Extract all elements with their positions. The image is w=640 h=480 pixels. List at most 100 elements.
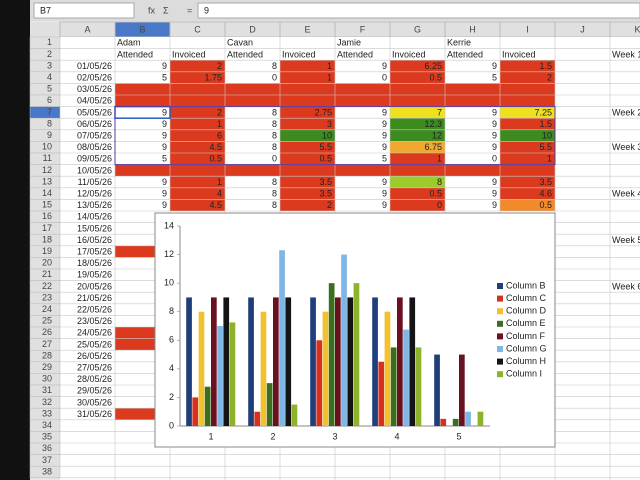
cell-text[interactable]: 12.3 [424, 119, 442, 129]
cell-text[interactable]: 9 [492, 61, 497, 71]
cell-text[interactable]: 4.5 [209, 142, 222, 152]
cell-text[interactable]: 12 [432, 130, 442, 140]
cell-text[interactable]: 9 [492, 130, 497, 140]
cell-text[interactable]: Invoiced [392, 49, 426, 59]
cell-text[interactable]: 1 [437, 154, 442, 164]
cell-text[interactable]: 12/05/26 [77, 188, 112, 198]
cell-text[interactable]: 2 [327, 200, 332, 210]
cell-text[interactable]: 9 [492, 142, 497, 152]
cell-text[interactable]: 25/05/26 [77, 339, 112, 349]
cell-text[interactable]: 31/05/26 [77, 409, 112, 419]
cell-text[interactable]: 10 [542, 130, 552, 140]
cell-text[interactable]: 1 [217, 177, 222, 187]
cell-text[interactable]: 9 [162, 142, 167, 152]
cell-text[interactable]: 8 [272, 200, 277, 210]
cell-text[interactable]: 5 [492, 72, 497, 82]
cell-text[interactable]: 11/05/26 [78, 177, 112, 187]
cell-text[interactable]: 0.5 [319, 154, 332, 164]
cell-text[interactable]: 3.5 [319, 188, 332, 198]
cell-text[interactable]: 10/05/26 [77, 165, 112, 175]
cell-text[interactable]: 0.5 [209, 154, 222, 164]
cell-text[interactable]: 1 [327, 61, 332, 71]
cell-text[interactable]: 0 [272, 72, 277, 82]
cell-text[interactable]: Invoiced [502, 49, 536, 59]
cell-text[interactable]: Attended [337, 49, 373, 59]
cell-text[interactable]: Invoiced [172, 49, 206, 59]
cell-text[interactable]: 06/05/26 [77, 119, 112, 129]
cell-text[interactable]: 03/05/26 [77, 84, 112, 94]
row-header[interactable] [29, 48, 61, 61]
cell-text[interactable]: Week 3 [612, 142, 640, 152]
cell-text[interactable]: 9 [382, 61, 387, 71]
cell-text[interactable]: 15/05/26 [77, 223, 112, 233]
cell-text[interactable]: Attended [117, 49, 153, 59]
row-header[interactable] [29, 129, 61, 142]
cell-text[interactable]: 3.5 [319, 177, 332, 187]
cell-text[interactable]: 9 [382, 200, 387, 210]
cell-text[interactable]: 9 [382, 188, 387, 198]
formula-input[interactable] [197, 2, 640, 19]
cell-text[interactable]: 9 [492, 188, 497, 198]
cell-text[interactable]: 18/05/26 [77, 258, 112, 268]
sum-icon[interactable]: Σ [163, 5, 169, 15]
cell-text[interactable]: 5.5 [319, 142, 332, 152]
cell-text[interactable]: 1 [327, 72, 332, 82]
cell-text[interactable]: 9 [382, 130, 387, 140]
row-header[interactable] [29, 36, 61, 49]
cell-text[interactable]: 28/05/26 [77, 374, 112, 384]
cell-text[interactable]: 30/05/26 [77, 397, 112, 407]
cell-text[interactable]: Cavan [227, 38, 253, 48]
cell-text[interactable]: 3 [327, 119, 332, 129]
cell-text[interactable]: 7 [437, 107, 442, 117]
row-header[interactable] [29, 94, 61, 107]
cell-text[interactable]: 0.5 [429, 72, 442, 82]
row-header[interactable] [29, 59, 61, 73]
cell-text[interactable]: 8 [437, 177, 442, 187]
cell-text[interactable]: 21/05/26 [77, 293, 112, 303]
cell-text[interactable]: 16/05/26 [77, 235, 112, 245]
cell-text[interactable]: 8 [272, 119, 277, 129]
cell-text[interactable]: Kerrie [447, 38, 471, 48]
cell-text[interactable]: 0 [382, 72, 387, 82]
cell-text[interactable]: Attended [227, 49, 263, 59]
cell-text[interactable]: 8 [272, 188, 277, 198]
cell-text[interactable]: 19/05/26 [77, 270, 112, 280]
cell-text[interactable]: 9 [382, 107, 387, 117]
cell-text[interactable]: Week 6 [612, 281, 640, 291]
cell-text[interactable]: 9 [492, 119, 497, 129]
cell-text[interactable]: Week 4 [612, 188, 640, 198]
cell-text[interactable]: 7.25 [534, 107, 552, 117]
cell-text[interactable]: 05/05/26 [77, 107, 112, 117]
cell-text[interactable]: 5.5 [539, 142, 552, 152]
cell-text[interactable]: 01/05/26 [77, 61, 112, 71]
cell-text[interactable]: 5 [162, 72, 167, 82]
cell-text[interactable]: 8 [272, 142, 277, 152]
cell-text[interactable]: Week 1 [612, 49, 640, 59]
cell-text[interactable]: 4.6 [539, 188, 552, 198]
cell-text[interactable]: 2 [217, 61, 222, 71]
cell-text[interactable]: 9 [492, 177, 497, 187]
row-header[interactable] [29, 465, 61, 479]
cell-text[interactable]: 07/05/26 [77, 130, 112, 140]
cell-text[interactable]: 1.75 [204, 72, 222, 82]
cell-text[interactable]: 9 [492, 200, 497, 210]
cell-text[interactable]: 9 [162, 130, 167, 140]
cell-text[interactable]: 6.25 [424, 61, 442, 71]
cell-text[interactable]: 0 [437, 200, 442, 210]
cell-text[interactable]: 9 [382, 142, 387, 152]
row-header[interactable] [29, 106, 61, 119]
formula-icon[interactable]: = [187, 5, 192, 15]
cell-text[interactable]: Invoiced [282, 49, 316, 59]
cell-text[interactable]: 9 [162, 188, 167, 198]
cell-text[interactable]: 8 [272, 61, 277, 71]
row-header[interactable] [29, 71, 61, 84]
cell-text[interactable]: 2 [217, 107, 222, 117]
cell-text[interactable]: 9 [162, 107, 167, 117]
row-header[interactable] [29, 117, 61, 131]
cell-text[interactable]: 9 [162, 200, 167, 210]
cell-text[interactable]: 27/05/26 [77, 362, 112, 372]
cell-text[interactable]: 22/05/26 [77, 304, 112, 314]
cell-text[interactable]: 10 [322, 130, 332, 140]
cell-text[interactable]: 29/05/26 [77, 386, 112, 396]
cell-text[interactable]: 9 [382, 119, 387, 129]
